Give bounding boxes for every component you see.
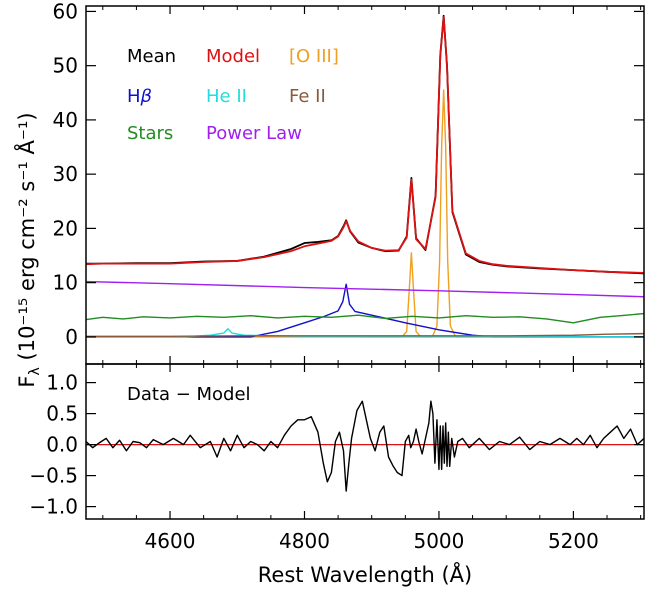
legend-item-he-ii: He II [206, 86, 247, 107]
series-power-law [86, 280, 644, 298]
y-tick-label: −1.0 [29, 495, 78, 519]
y-tick-label: 1.0 [46, 371, 78, 395]
bottom-axes: 4600 4800 5000 5200 −1.0 −0.5 0.0 0.5 1.0 [29, 364, 644, 553]
residual-annotation: Data − Model [127, 384, 251, 405]
legend-item-mean: Mean [127, 46, 176, 67]
y-axis-title: Fλ (10⁻¹⁵ erg cm⁻² s⁻¹ Å⁻¹) [13, 112, 43, 387]
legend-item-stars: Stars [127, 123, 173, 144]
y-tick-label: 50 [53, 54, 78, 78]
legend: Mean Model [O III] Hβ He II Fe II Stars Power L… [127, 46, 339, 144]
top-panel: 0 10 20 30 40 50 60 Mean Model [O III] Hβ He II Fe … [53, 0, 645, 365]
y-axis-units: (10⁻¹⁵ erg cm⁻² s⁻¹ Å⁻¹) [13, 112, 39, 360]
legend-item-fe-ii: Fe II [289, 86, 326, 107]
bottom-panel: 4600 4800 5000 5200 −1.0 −0.5 0.0 0.5 1.0 Data −… [29, 363, 645, 553]
top-axes: 0 10 20 30 40 50 60 [53, 0, 644, 364]
y-tick-label: 0 [65, 325, 78, 349]
y-tick-label: 20 [53, 216, 78, 240]
x-tick-label: 4800 [279, 529, 330, 553]
legend-item-h-beta: Hβ [127, 86, 152, 107]
series-model [86, 15, 644, 274]
y-tick-label: 0.0 [46, 433, 78, 457]
bottom-plot-area [86, 400, 644, 492]
y-tick-label: 10 [53, 271, 78, 295]
legend-item-o-iii: [O III] [289, 46, 339, 67]
series-fe-ii [86, 332, 644, 338]
series-stars [86, 312, 644, 324]
x-axis-title: Rest Wavelength (Å) [258, 561, 472, 587]
x-tick-label: 4600 [145, 529, 196, 553]
x-tick-label: 5000 [413, 529, 464, 553]
y-tick-label: 60 [53, 0, 78, 23]
top-plot-area [86, 14, 644, 338]
y-axis-label: F [15, 375, 39, 387]
legend-item-power-law: Power Law [206, 123, 302, 144]
y-tick-label: 30 [53, 162, 78, 186]
series-data-model [86, 400, 644, 492]
series-o-iii [86, 89, 644, 338]
y-tick-label: 0.5 [46, 402, 78, 426]
series-h [86, 283, 644, 338]
x-tick-label: 5200 [548, 529, 599, 553]
y-tick-label: 40 [53, 108, 78, 132]
bottom-panel-frame [85, 363, 645, 520]
legend-item-model: Model [206, 46, 260, 67]
y-tick-label: −0.5 [29, 464, 78, 488]
svg-text:Fλ (10⁻¹⁵ erg cm⁻² s⁻¹ Å⁻¹): Fλ (10⁻¹⁵ erg cm⁻² s⁻¹ Å⁻¹) [13, 112, 43, 387]
y-axis-label-sub: λ [27, 367, 43, 375]
